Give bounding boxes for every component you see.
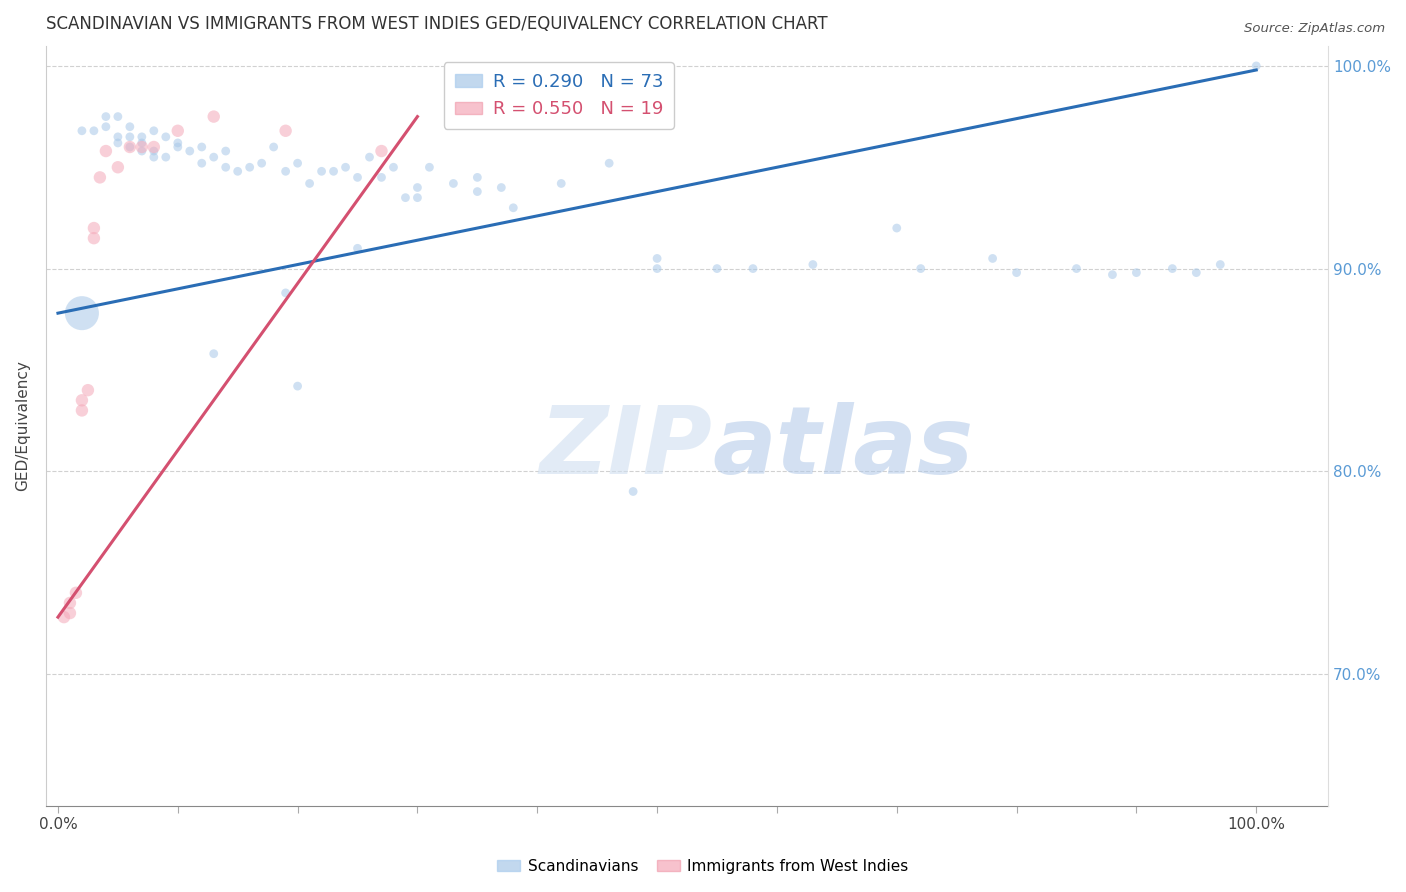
Point [263,140,285,154]
Text: ZIP: ZIP [540,402,713,494]
Point [107,136,129,150]
Point [359,150,381,164]
Point [215,144,238,158]
Point [1005,266,1028,280]
Point [142,150,165,164]
Point [166,136,188,150]
Point [70,393,93,408]
Point [94,110,117,124]
Point [287,379,309,393]
Point [215,161,238,175]
Point [370,144,392,158]
Point [346,170,368,185]
Point [155,150,177,164]
Point [274,124,297,138]
Point [94,120,117,134]
Text: Source: ZipAtlas.com: Source: ZipAtlas.com [1244,22,1385,36]
Point [274,164,297,178]
Point [131,129,153,144]
Point [886,221,908,235]
Point [239,161,262,175]
Point [190,156,212,170]
Point [118,129,141,144]
Point [52,610,75,624]
Point [801,258,824,272]
Point [370,170,392,185]
Point [65,586,87,600]
Point [1244,59,1267,73]
Point [706,261,728,276]
Point [502,201,524,215]
Point [645,261,668,276]
Point [406,191,429,205]
Point [598,156,620,170]
Point [142,124,165,138]
Point [70,124,93,138]
Point [142,140,165,154]
Point [491,180,513,194]
Point [645,252,668,266]
Point [298,177,321,191]
Point [190,140,212,154]
Point [1101,268,1123,282]
Point [131,140,153,154]
Point [59,596,82,610]
Point [287,156,309,170]
Point [250,156,273,170]
Point [83,231,105,245]
Point [274,285,297,300]
Point [118,140,141,154]
Point [118,120,141,134]
Point [1209,258,1232,272]
Point [202,347,225,361]
Legend: R = 0.290   N = 73, R = 0.550   N = 19: R = 0.290 N = 73, R = 0.550 N = 19 [444,62,673,129]
Point [59,606,82,620]
Point [1161,261,1184,276]
Point [418,161,440,175]
Point [981,252,1004,266]
Point [226,164,249,178]
Point [335,161,357,175]
Point [131,136,153,150]
Point [202,150,225,164]
Point [107,161,129,175]
Point [394,191,416,205]
Point [322,164,344,178]
Text: atlas: atlas [713,402,974,494]
Point [94,144,117,158]
Point [118,140,141,154]
Point [155,129,177,144]
Point [910,261,932,276]
Point [77,383,100,397]
Point [346,241,368,255]
Point [142,144,165,158]
Point [550,177,572,191]
Point [70,306,93,320]
Point [131,144,153,158]
Point [742,261,765,276]
Point [89,170,111,185]
Point [406,180,429,194]
Point [1125,266,1147,280]
Point [83,124,105,138]
Point [166,140,188,154]
Point [83,221,105,235]
Point [107,129,129,144]
Point [311,164,333,178]
Text: SCANDINAVIAN VS IMMIGRANTS FROM WEST INDIES GED/EQUIVALENCY CORRELATION CHART: SCANDINAVIAN VS IMMIGRANTS FROM WEST IND… [46,15,828,33]
Point [70,403,93,417]
Point [467,170,489,185]
Point [179,144,201,158]
Point [202,110,225,124]
Y-axis label: GED/Equivalency: GED/Equivalency [15,360,30,491]
Point [441,177,464,191]
Point [382,161,405,175]
Point [1066,261,1088,276]
Point [1185,266,1208,280]
Point [107,110,129,124]
Point [621,484,644,499]
Legend: Scandinavians, Immigrants from West Indies: Scandinavians, Immigrants from West Indi… [491,853,915,880]
Point [467,185,489,199]
Point [166,124,188,138]
